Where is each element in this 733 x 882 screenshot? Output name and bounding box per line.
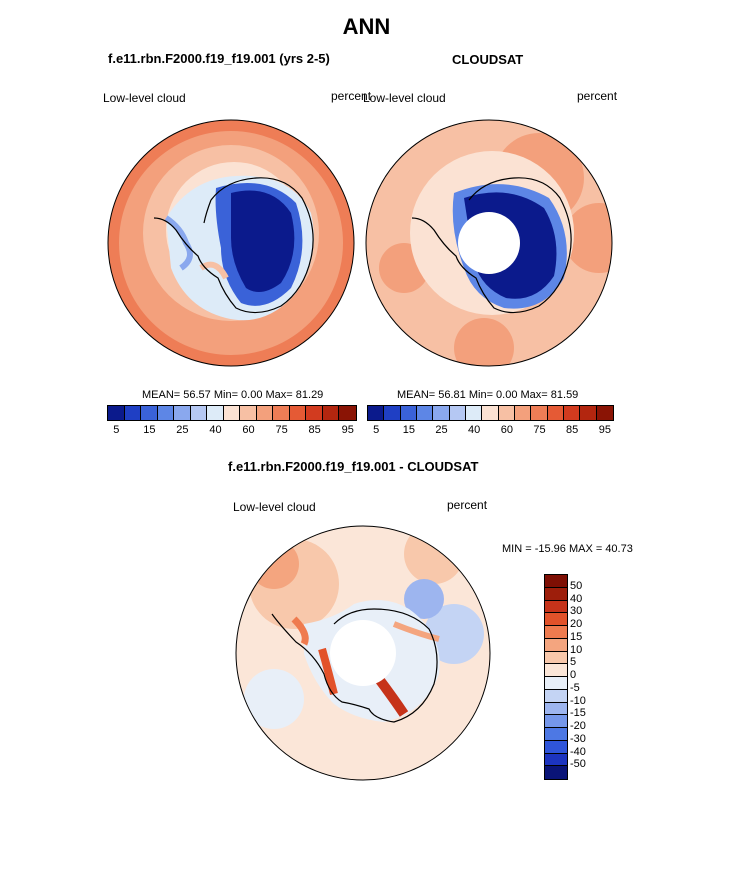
colorbar-tick-label: -40 <box>570 745 586 758</box>
colorbar-model <box>107 405 357 421</box>
colorbar-cell <box>564 406 581 420</box>
colorbar-cell <box>368 406 385 420</box>
colorbar-difference <box>544 574 568 780</box>
colorbar-cell <box>240 406 257 420</box>
panel1-stats: MEAN= 56.57 Min= 0.00 Max= 81.29 <box>142 389 324 401</box>
colorbar-cell <box>400 406 417 420</box>
colorbar-tick-label: 15 <box>143 424 156 436</box>
main-title: ANN <box>342 14 391 39</box>
colorbar-cell <box>322 406 340 420</box>
colorbar-cell <box>124 406 142 420</box>
colorbar-cell <box>545 677 567 690</box>
colorbar-tick-label: 75 <box>275 424 288 436</box>
colorbar-cell <box>545 689 567 703</box>
colorbar-tick-label: 5 <box>373 424 380 436</box>
colorbar-cell <box>545 664 567 677</box>
panel1-variable-label: Low-level cloud <box>103 91 186 105</box>
diff-minmax: MIN = -15.96 MAX = 40.73 <box>502 543 633 555</box>
colorbar-cell <box>433 406 450 420</box>
colorbar-tick-label: -5 <box>570 681 580 694</box>
colorbar-cell <box>545 587 567 601</box>
panel2-variable-label: Low-level cloud <box>363 91 446 105</box>
colorbar-tick-label: -30 <box>570 732 586 745</box>
colorbar-cell <box>515 406 532 420</box>
colorbar-cell <box>417 406 434 420</box>
colorbar-tick-label: 40 <box>570 592 583 605</box>
colorbar-cell <box>157 406 175 420</box>
colorbar-cell <box>466 406 483 420</box>
colorbar-cell <box>545 613 567 626</box>
panel1-units-label: percent <box>331 89 372 103</box>
colorbar-cell <box>545 638 567 652</box>
colorbar-tick-label: 10 <box>570 643 583 656</box>
colorbar-cell <box>273 406 290 420</box>
colorbar-cell <box>545 728 567 741</box>
colorbar-cell <box>384 406 401 420</box>
map-difference <box>235 525 491 781</box>
colorbar-cell <box>580 406 597 420</box>
colorbar-cell <box>306 406 323 420</box>
colorbar-tick-label: 95 <box>341 424 354 436</box>
colorbar-tick-label: 40 <box>468 424 481 436</box>
colorbar-cell <box>596 406 613 420</box>
diff-title: f.e11.rbn.F2000.f19_f19.001 - CLOUDSAT <box>228 459 479 474</box>
colorbar-cell <box>256 406 274 420</box>
colorbar-tick-label: 15 <box>570 630 583 643</box>
colorbar-tick-label: 30 <box>570 605 583 618</box>
colorbar-cell <box>545 575 567 588</box>
colorbar-cell <box>207 406 224 420</box>
diff-units-label: percent <box>447 498 488 512</box>
colorbar-tick-label: -50 <box>570 758 586 771</box>
colorbar-tick-label: 60 <box>242 424 255 436</box>
diff-variable-label: Low-level cloud <box>233 500 316 514</box>
colorbar-cell <box>545 715 567 728</box>
colorbar-tick-label: -10 <box>570 694 586 707</box>
colorbar-tick-label: 60 <box>500 424 513 436</box>
colorbar-tick-label: -20 <box>570 720 586 732</box>
colorbar-cell <box>482 406 499 420</box>
panel2-stats: MEAN= 56.81 Min= 0.00 Max= 81.59 <box>397 389 579 401</box>
colorbar-tick-label: 0 <box>570 669 577 681</box>
colorbar-tick-label: 20 <box>570 618 583 630</box>
map-cloudsat <box>365 119 613 367</box>
panel2-units-label: percent <box>577 89 618 103</box>
colorbar-cell <box>547 406 564 420</box>
panel2-title: CLOUDSAT <box>452 52 524 67</box>
colorbar-cell <box>545 651 567 665</box>
colorbar-cell <box>531 406 548 420</box>
colorbar-tick-label: -15 <box>570 707 586 720</box>
colorbar-tick-label: 95 <box>598 424 611 436</box>
colorbar-cell <box>545 753 567 767</box>
colorbar-tick-label: 50 <box>570 579 583 592</box>
colorbar-cell <box>141 406 158 420</box>
colorbar-tick-label: 75 <box>533 424 546 436</box>
colorbar-cell <box>545 740 567 754</box>
colorbar-cell <box>174 406 191 420</box>
colorbar-tick-label: 85 <box>566 424 579 436</box>
colorbar-tick-label: 15 <box>402 424 415 436</box>
colorbar-tick-label: 85 <box>308 424 321 436</box>
colorbar-cell <box>545 626 567 639</box>
colorbar-cell <box>498 406 515 420</box>
colorbar-tick-label: 5 <box>113 424 120 436</box>
panel1-title: f.e11.rbn.F2000.f19_f19.001 (yrs 2-5) <box>108 51 330 66</box>
colorbar-cell <box>545 766 567 779</box>
colorbar-cell <box>190 406 208 420</box>
colorbar-tick-label: 25 <box>435 424 448 436</box>
colorbar-cloudsat <box>367 405 614 421</box>
colorbar-cell <box>223 406 241 420</box>
colorbar-cell <box>545 702 567 716</box>
colorbar-cell <box>108 406 125 420</box>
colorbar-cell <box>339 406 356 420</box>
colorbar-tick-label: 25 <box>176 424 189 436</box>
map-model <box>107 119 355 367</box>
colorbar-cell <box>289 406 307 420</box>
colorbar-tick-label: 40 <box>209 424 222 436</box>
colorbar-cell <box>545 600 567 614</box>
colorbar-tick-label: 5 <box>570 656 577 669</box>
colorbar-cell <box>449 406 466 420</box>
